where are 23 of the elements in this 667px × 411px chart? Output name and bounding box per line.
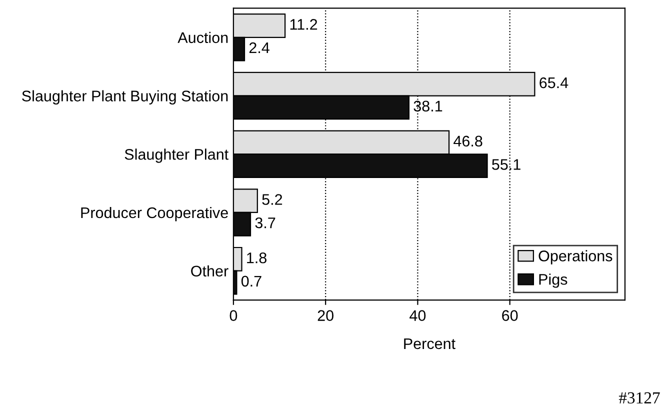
x-tick-label: 0 (230, 310, 238, 321)
data-label: 46.8 (454, 136, 482, 147)
x-axis-title: Percent (404, 338, 456, 350)
data-label: 2.4 (249, 42, 270, 54)
data-label: 5.2 (262, 194, 282, 205)
data-label: 0.7 (241, 276, 262, 287)
legend-label: Operations (538, 250, 612, 264)
x-tick-label: 60 (502, 310, 518, 321)
data-label: 11.2 (290, 19, 318, 30)
y-tick-label: Producer Cooperative (81, 206, 228, 222)
data-label: 55.1 (492, 159, 520, 170)
data-label: 1.8 (247, 252, 266, 264)
x-tick-label: 20 (318, 310, 334, 321)
legend-label: Pigs (539, 274, 568, 288)
y-tick-label: Slaughter Plant (124, 148, 228, 163)
y-tick-label: Other (191, 265, 228, 277)
data-label: 3.7 (255, 217, 276, 228)
x-tick-label: 40 (410, 310, 426, 321)
text: #3127 (618, 392, 660, 404)
data-label: 38.1 (414, 100, 442, 112)
y-tick-label: Slaughter Plant Buying Station (22, 90, 228, 104)
y-tick-label: Auction (178, 32, 228, 44)
data-label: 65.4 (540, 77, 568, 88)
